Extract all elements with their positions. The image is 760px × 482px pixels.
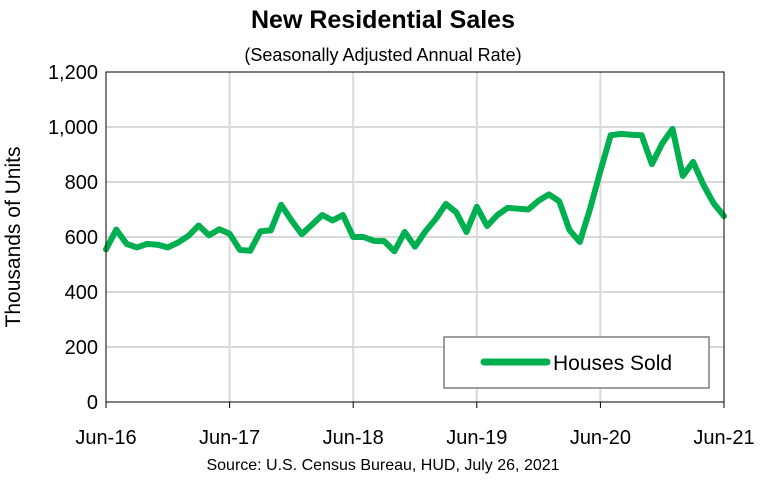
- y-tick-label: 0: [87, 392, 98, 414]
- x-tick-label: Jun-20: [570, 427, 631, 449]
- x-tick-label: Jun-19: [446, 427, 507, 449]
- y-axis-ticks: 0 200 400 600 800 1,000 1,200: [48, 62, 98, 414]
- y-tick-label: 600: [65, 227, 98, 249]
- y-tick-label: 1,000: [48, 117, 98, 139]
- legend: Houses Sold: [443, 336, 710, 389]
- source-note: Source: U.S. Census Bureau, HUD, July 26…: [206, 457, 559, 474]
- y-tick-label: 400: [65, 282, 98, 304]
- x-tick-label: Jun-21: [693, 427, 754, 449]
- x-tick-label: Jun-17: [199, 427, 260, 449]
- plot-area-border: [105, 71, 725, 403]
- chart-title: New Residential Sales: [251, 6, 515, 34]
- chart-subtitle: (Seasonally Adjusted Annual Rate): [244, 45, 521, 65]
- series-line-houses-sold: [103, 125, 727, 255]
- y-tick-label: 200: [65, 337, 98, 359]
- series-layer: [103, 125, 727, 255]
- y-axis-label: Thousands of Units: [2, 147, 25, 328]
- x-tick-label: Jun-16: [75, 427, 136, 449]
- legend-label: Houses Sold: [553, 352, 672, 375]
- y-tick-label: 800: [65, 172, 98, 194]
- x-tick-label: Jun-18: [323, 427, 384, 449]
- y-tick-label: 1,200: [48, 62, 98, 84]
- x-axis-ticks: Jun-16 Jun-17 Jun-18 Jun-19 Jun-20 Jun-21: [75, 402, 755, 449]
